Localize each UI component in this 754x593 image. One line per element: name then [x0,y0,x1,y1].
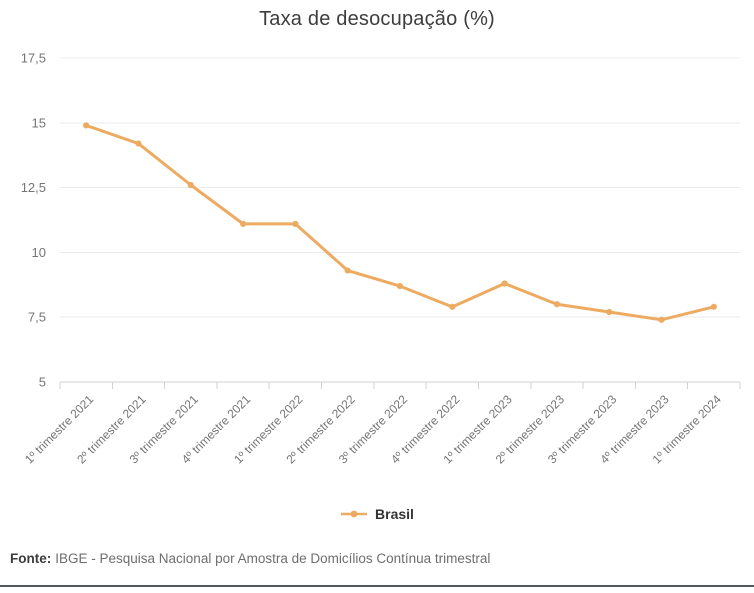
y-tick-label: 10 [32,245,46,260]
bottom-divider [0,585,754,587]
legend-marker-icon [341,510,368,518]
y-tick-label: 7,5 [28,310,46,325]
data-point [344,267,351,274]
legend-item-brasil[interactable]: Brasil [0,506,754,522]
series-line-brasil [84,123,716,322]
data-point [292,220,299,227]
y-tick-label: 17,5 [21,51,46,66]
y-tick-label: 5 [39,375,46,390]
data-point [187,181,194,189]
source-note: Fonte: IBGE - Pesquisa Nacional por Amost… [10,551,490,566]
chart-title: Taxa de desocupação (%) [259,8,495,30]
data-point [396,282,404,290]
data-point [83,122,90,129]
data-point [449,303,456,310]
data-point [710,303,717,310]
data-point [239,220,247,227]
data-point [658,316,665,323]
data-point [135,140,142,147]
legend-dot [350,510,358,518]
y-tick-label: 12,5 [21,180,46,195]
source-label: Fonte: [10,551,52,566]
data-point [501,280,508,287]
data-point [606,308,613,316]
source-text: IBGE - Pesquisa Nacional por Amostra de … [55,551,491,566]
y-tick-label: 15 [32,115,46,130]
data-point [553,301,561,308]
legend-label: Brasil [375,506,414,522]
